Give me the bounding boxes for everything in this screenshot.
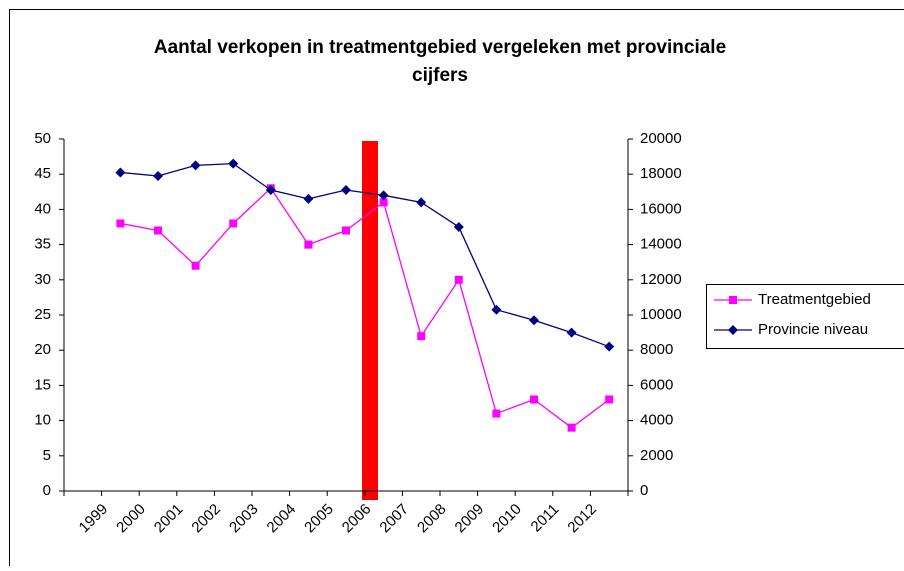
y-tick-label: 15 <box>34 376 51 393</box>
y2-tick-label: 0 <box>640 482 648 499</box>
y-tick-label: 45 <box>34 165 51 182</box>
chart-title: cijfers <box>412 65 468 86</box>
data-point <box>455 276 463 284</box>
y-tick-label: 10 <box>34 412 51 429</box>
chart-title: Aantal verkopen in treatmentgebied verge… <box>154 37 726 58</box>
data-point <box>530 395 538 403</box>
data-point <box>304 241 312 249</box>
legend-label: Treatmentgebied <box>758 291 871 308</box>
y-tick-label: 20 <box>34 341 51 358</box>
y-tick-label: 30 <box>34 271 51 288</box>
data-point <box>342 227 350 235</box>
y-tick-label: 0 <box>43 482 51 499</box>
y-tick-label: 5 <box>43 447 51 464</box>
data-point <box>229 219 237 227</box>
y2-tick-label: 10000 <box>640 306 682 323</box>
y2-tick-label: 4000 <box>640 412 673 429</box>
data-point <box>116 219 124 227</box>
y2-tick-label: 12000 <box>640 271 682 288</box>
data-point <box>417 332 425 340</box>
data-point <box>568 424 576 432</box>
legend-marker <box>729 296 737 304</box>
data-point <box>154 227 162 235</box>
y2-tick-label: 6000 <box>640 376 673 393</box>
y-tick-label: 35 <box>34 236 51 253</box>
y2-tick-label: 18000 <box>640 165 682 182</box>
y2-tick-label: 2000 <box>640 447 673 464</box>
data-point <box>492 410 500 418</box>
y2-tick-label: 8000 <box>640 341 673 358</box>
y2-tick-label: 14000 <box>640 236 682 253</box>
legend-label: Provincie niveau <box>758 321 868 338</box>
y-tick-label: 40 <box>34 200 51 217</box>
y-tick-label: 50 <box>34 130 51 147</box>
y-tick-label: 25 <box>34 306 51 323</box>
y2-tick-label: 20000 <box>640 130 682 147</box>
data-point <box>192 262 200 270</box>
data-point <box>605 395 613 403</box>
y2-tick-label: 16000 <box>640 200 682 217</box>
